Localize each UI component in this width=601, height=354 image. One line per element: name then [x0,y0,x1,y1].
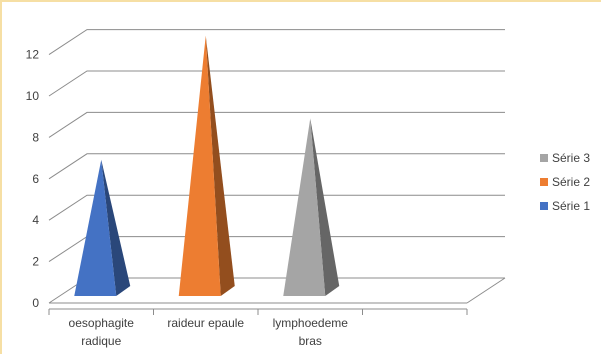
pyramid-side-face [101,159,131,296]
floor-right-edge [466,277,506,304]
legend-swatch [540,178,548,186]
y-tick-label: 6 [32,172,39,186]
legend-swatch [540,154,548,162]
gridline [48,194,505,221]
gridline [48,111,505,138]
pyramid-front-face [283,118,326,297]
x-category-label: raideur epaule [167,316,244,330]
gridline [48,70,505,97]
y-tick-label: 8 [32,130,39,144]
legend-swatch [540,202,548,210]
gridline [48,153,505,180]
pyramid-front-face [74,159,117,296]
y-tick-label: 10 [26,89,40,103]
legend-label: Série 3 [552,151,590,165]
legend-label: Série 1 [552,199,590,213]
pyramid-side-face [205,35,235,296]
x-category-label: bras [299,334,322,348]
y-tick-label: 0 [32,296,39,310]
pyramid-front-face [178,35,221,296]
y-tick-label: 12 [26,48,40,62]
y-tick-label: 4 [32,213,39,227]
x-category-label: oesophagite [69,316,135,330]
x-category-label: lymphoedeme [273,316,349,330]
y-tick-label: 2 [32,255,39,269]
legend-label: Série 2 [552,175,590,189]
gridline [48,29,505,56]
x-category-label: radique [81,334,121,348]
pyramid-side-face [310,118,340,297]
